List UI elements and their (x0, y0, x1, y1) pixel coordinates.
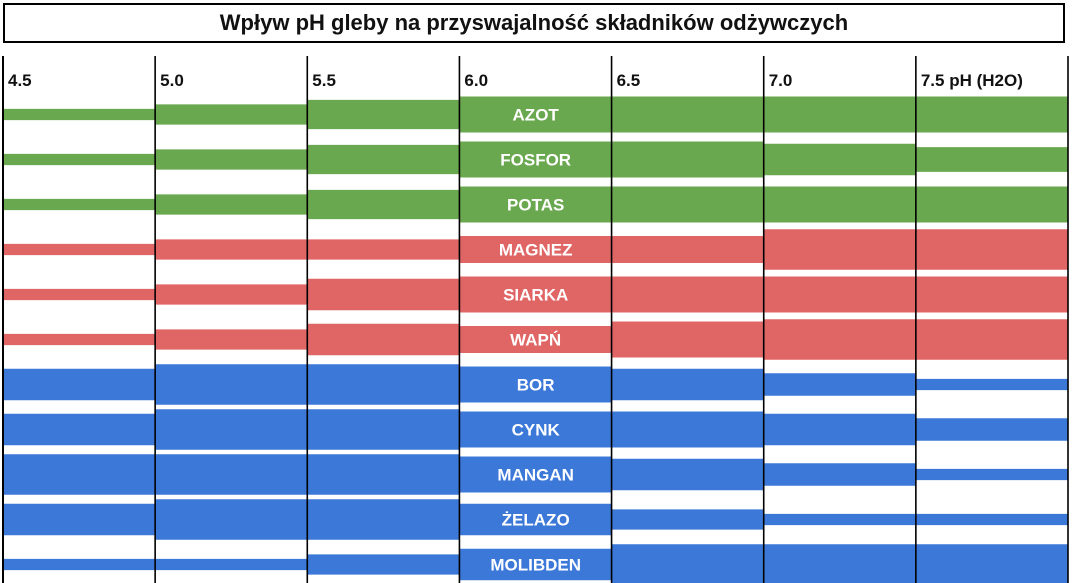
band-potas-7.0 (763, 186, 916, 223)
band-żelazo-7.5 (915, 513, 1068, 526)
band-molibden-7.0 (763, 544, 916, 583)
band-fosfor-4.5 (3, 153, 156, 166)
band-molibden-6.0 (459, 548, 612, 581)
band-siarka-6.5 (611, 276, 764, 313)
chart-title: Wpływ pH gleby na przyswajalność składni… (219, 10, 849, 35)
band-magnez-6.0 (459, 236, 612, 263)
band-cynk-6.5 (611, 411, 764, 448)
band-magnez-7.5 (915, 229, 1068, 270)
band-siarka-4.5 (3, 288, 156, 301)
band-molibden-5.5 (307, 554, 460, 575)
band-mangan-4.5 (3, 454, 156, 495)
band-żelazo-5.0 (155, 499, 308, 540)
band-żelazo-6.0 (459, 503, 612, 536)
band-cynk-7.0 (763, 413, 916, 446)
band-fosfor-7.5 (915, 147, 1068, 172)
x-tick-label: 7.0 (769, 71, 793, 90)
band-żelazo-5.5 (307, 499, 460, 540)
nutrient-label-żelazo: ŻELAZO (502, 511, 570, 530)
band-mangan-6.5 (611, 458, 764, 491)
band-potas-5.5 (307, 189, 460, 220)
band-wapń-6.5 (611, 321, 764, 358)
band-potas-7.5 (915, 186, 1068, 223)
band-mangan-7.5 (915, 468, 1068, 481)
band-fosfor-5.5 (307, 144, 460, 175)
band-fosfor-7.0 (763, 143, 916, 176)
band-bor-5.5 (307, 364, 460, 405)
band-siarka-5.0 (155, 284, 308, 305)
band-azot-5.5 (307, 99, 460, 130)
band-siarka-7.0 (763, 276, 916, 313)
chart-title-box: Wpływ pH gleby na przyswajalność składni… (3, 3, 1065, 43)
band-cynk-5.5 (307, 409, 460, 450)
nutrient-label-cynk: CYNK (512, 421, 561, 440)
band-molibden-4.5 (3, 558, 156, 571)
band-bor-5.0 (155, 364, 308, 405)
band-mangan-7.0 (763, 463, 916, 486)
x-tick-label: 6.5 (617, 71, 641, 90)
band-magnez-4.5 (3, 243, 156, 256)
band-fosfor-5.0 (155, 149, 308, 170)
x-tick-label: 4.5 (8, 71, 32, 90)
nutrient-label-molibden: MOLIBDEN (490, 556, 581, 575)
band-wapń-7.5 (915, 319, 1068, 360)
band-magnez-7.0 (763, 229, 916, 270)
band-bor-6.5 (611, 368, 764, 401)
nutrient-availability-chart: 4.5 5.0 5.5 6.0 6.5 7.0 7.5 pH (H2O) AZOT FOSFOR… (2, 56, 1069, 583)
band-fosfor-6.0 (459, 141, 612, 178)
band-potas-6.5 (611, 186, 764, 223)
x-tick-label: 5.0 (160, 71, 184, 90)
band-azot-6.0 (459, 96, 612, 133)
band-siarka-7.5 (915, 276, 1068, 313)
band-wapń-4.5 (3, 333, 156, 346)
band-siarka-5.5 (307, 278, 460, 311)
band-azot-4.5 (3, 108, 156, 121)
nutrient-label-magnez: MAGNEZ (499, 241, 573, 260)
band-cynk-4.5 (3, 413, 156, 446)
nutrient-label-wapń: WAPŃ (510, 331, 561, 350)
band-azot-5.0 (155, 104, 308, 125)
band-cynk-5.0 (155, 409, 308, 450)
band-żelazo-4.5 (3, 503, 156, 536)
nutrient-label-mangan: MANGAN (497, 466, 574, 485)
band-magnez-5.0 (155, 239, 308, 260)
nutrient-label-azot: AZOT (513, 106, 560, 125)
band-mangan-5.5 (307, 454, 460, 495)
x-tick-label: 5.5 (312, 71, 336, 90)
nutrient-label-siarka: SIARKA (503, 286, 568, 305)
band-azot-7.0 (763, 96, 916, 133)
nutrient-label-fosfor: FOSFOR (500, 151, 571, 170)
band-potas-5.0 (155, 194, 308, 215)
band-siarka-6.0 (459, 276, 612, 313)
band-bor-7.0 (763, 373, 916, 396)
band-żelazo-7.0 (763, 513, 916, 526)
band-molibden-5.0 (155, 558, 308, 571)
x-tick-label: 6.0 (464, 71, 488, 90)
x-tick-label: 7.5 pH (H2O) (921, 71, 1023, 90)
band-wapń-7.0 (763, 319, 916, 360)
band-molibden-7.5 (915, 544, 1068, 583)
band-potas-6.0 (459, 186, 612, 223)
band-potas-4.5 (3, 198, 156, 211)
band-magnez-6.5 (611, 236, 764, 263)
band-bor-7.5 (915, 378, 1068, 391)
band-bor-4.5 (3, 368, 156, 401)
band-cynk-7.5 (915, 418, 1068, 441)
band-mangan-6.0 (459, 456, 612, 493)
band-żelazo-6.5 (611, 509, 764, 530)
band-wapń-5.5 (307, 323, 460, 356)
band-bor-6.0 (459, 366, 612, 403)
band-azot-7.5 (915, 96, 1068, 133)
band-azot-6.5 (611, 96, 764, 133)
band-wapń-6.0 (459, 326, 612, 353)
band-fosfor-6.5 (611, 141, 764, 178)
nutrient-label-potas: POTAS (507, 196, 564, 215)
nutrient-label-bor: BOR (517, 376, 555, 395)
band-cynk-6.0 (459, 411, 612, 448)
band-magnez-5.5 (307, 239, 460, 260)
band-mangan-5.0 (155, 454, 308, 495)
band-molibden-6.5 (611, 544, 764, 583)
band-wapń-5.0 (155, 329, 308, 350)
